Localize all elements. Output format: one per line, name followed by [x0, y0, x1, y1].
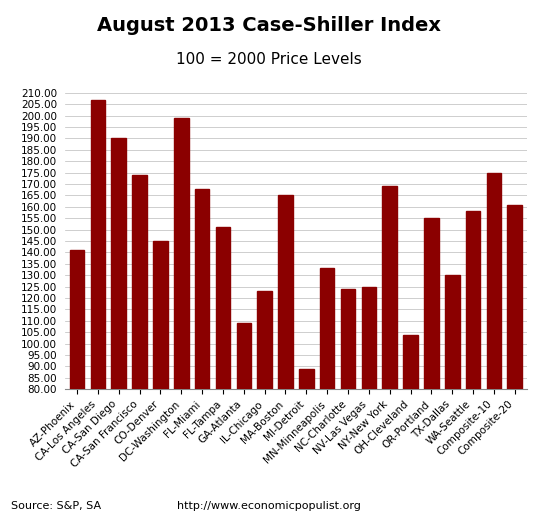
Bar: [424, 218, 438, 519]
Bar: [257, 291, 272, 519]
Bar: [278, 196, 293, 519]
Bar: [404, 335, 418, 519]
Text: August 2013 Case-Shiller Index: August 2013 Case-Shiller Index: [97, 16, 441, 35]
Text: http://www.economicpopulist.org: http://www.economicpopulist.org: [177, 501, 361, 511]
Bar: [445, 275, 459, 519]
Text: 100 = 2000 Price Levels: 100 = 2000 Price Levels: [176, 52, 362, 67]
Bar: [383, 186, 397, 519]
Bar: [299, 368, 314, 519]
Bar: [111, 139, 126, 519]
Bar: [70, 250, 84, 519]
Bar: [195, 188, 209, 519]
Bar: [507, 204, 522, 519]
Bar: [132, 175, 147, 519]
Bar: [486, 173, 501, 519]
Bar: [216, 227, 230, 519]
Bar: [341, 289, 355, 519]
Bar: [466, 211, 480, 519]
Bar: [362, 286, 376, 519]
Bar: [320, 268, 335, 519]
Bar: [90, 100, 105, 519]
Bar: [174, 118, 188, 519]
Bar: [153, 241, 168, 519]
Text: Source: S&P, SA: Source: S&P, SA: [11, 501, 101, 511]
Bar: [237, 323, 251, 519]
